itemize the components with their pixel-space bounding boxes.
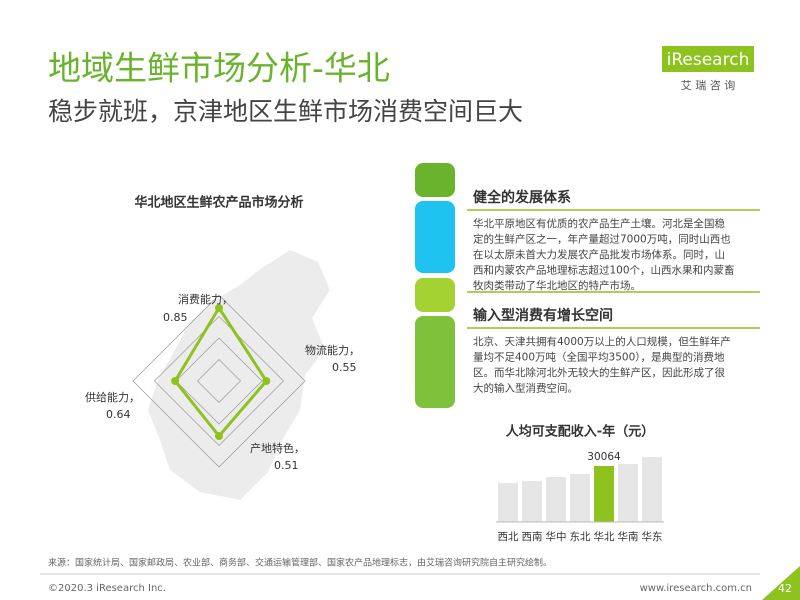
section-heading: 健全的发展体系 [473, 189, 571, 206]
paragraph-line: 量均不足400万吨（全国平均3500），是典型的消费地 [473, 351, 725, 364]
grid-ring [132, 294, 306, 468]
bar [546, 476, 566, 522]
side-bar [415, 201, 455, 273]
paragraph-line: 北京、天津共拥有4000万以上的人口规模，但生鲜年产 [473, 335, 731, 348]
grid-ring [175, 337, 263, 425]
x-tick-label: 华中 [546, 530, 567, 543]
value-label: 30064 [587, 451, 621, 463]
page-corner [762, 566, 800, 600]
side-bar [415, 163, 455, 197]
paragraph-line: 区。而华北除河北外无较大的生鲜产区，因此形成了很 [473, 366, 725, 379]
grid-ring [154, 316, 284, 446]
chart-title: 华北地区生鲜农产品市场分析 [134, 195, 303, 211]
source: 来源：国家统计局、国家邮政局、农业部、商务部、交通运输管理部、国家农产品地理标志… [48, 557, 552, 569]
bar [594, 466, 614, 522]
title: 地域生鲜市场分析-华北 [48, 49, 390, 88]
paragraph-line: 在以太原未首大力发展农产品批发市场体系。同时，山 [473, 248, 725, 261]
side-bar [415, 316, 455, 408]
axis-label: 产地特色， [250, 441, 305, 455]
x-tick-label: 西南 [522, 530, 543, 543]
paragraph-line: 华北平原地区有优质的农产品生产土壤。河北是全国稳 [473, 217, 725, 230]
logo-box [662, 46, 754, 72]
radar-point [215, 432, 223, 441]
paragraph-line: 西和内蒙农产品地理标志超过100个，山西水果和内蒙畜 [473, 264, 735, 277]
bar [522, 481, 542, 522]
value-label: 0.55 [332, 361, 357, 374]
chart-title: 人均可支配收入-年（元） [506, 424, 654, 440]
subtitle: 稳步就班，京津地区生鲜市场消费空间巨大 [48, 97, 523, 126]
paragraph-line: 定的生鲜产区之一，年产量超过7000万吨，同时山西也 [473, 233, 731, 246]
radar-point [215, 303, 223, 312]
paragraph-line: 大的输入型消费空间。 [473, 382, 578, 395]
radar-point [171, 377, 180, 385]
value-label: 0.51 [274, 459, 299, 472]
grid-ring [197, 359, 241, 403]
copyright: ©2020.3 iResearch Inc. [48, 583, 166, 594]
x-tick-label: 华南 [618, 530, 639, 543]
value-label: 0.85 [163, 311, 188, 324]
page-number: 42 [778, 582, 792, 595]
logo: iResearch [667, 50, 750, 70]
side-bar [415, 278, 455, 312]
bar [642, 457, 662, 522]
logo-sub: 艾 瑞 咨 询 [681, 78, 736, 92]
url: www.iresearch.com.cn [640, 583, 752, 594]
radar-point [262, 377, 271, 385]
x-tick-label: 华东 [642, 530, 663, 543]
axis-label: 消费能力， [178, 292, 233, 306]
value-label: 0.64 [106, 408, 131, 421]
x-tick-label: 华北 [594, 530, 615, 543]
section-heading: 输入型消费有增长空间 [473, 307, 613, 324]
map [148, 250, 330, 500]
bar [618, 464, 638, 522]
axis-label: 物流能力， [305, 343, 360, 357]
axis-label: 供给能力， [85, 390, 140, 404]
bar [498, 483, 518, 522]
x-tick-label: 东北 [570, 530, 591, 543]
x-tick-label: 西北 [498, 531, 519, 543]
bar [570, 473, 590, 522]
paragraph-line: 牧肉类带动了华北地区的特产市场。 [473, 279, 641, 292]
